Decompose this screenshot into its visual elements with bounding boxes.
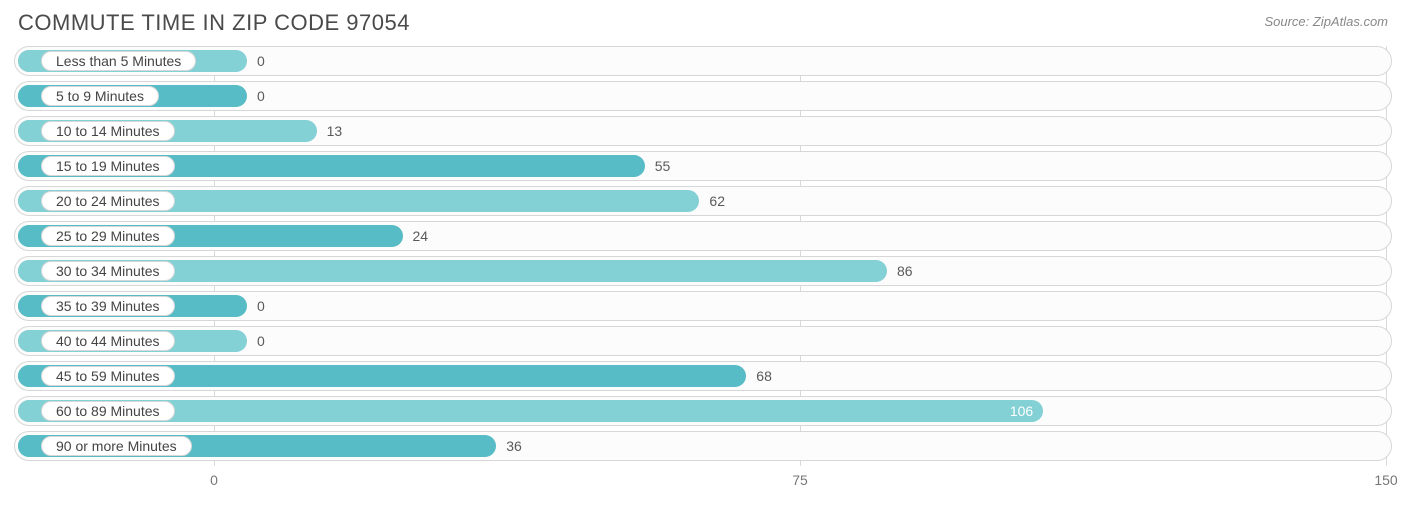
value-label: 24 xyxy=(403,222,439,250)
value-label: 86 xyxy=(887,257,923,285)
value-label: 0 xyxy=(247,47,275,75)
value-label: 55 xyxy=(645,152,681,180)
bar-cap xyxy=(18,365,40,387)
category-pill: 40 to 44 Minutes xyxy=(41,331,175,351)
bar-row: 45 to 59 Minutes 68 xyxy=(14,361,1392,391)
bar-cap xyxy=(18,260,40,282)
category-pill: 25 to 29 Minutes xyxy=(41,226,175,246)
axis-tick: 150 xyxy=(1374,472,1397,488)
value-label: 0 xyxy=(247,327,275,355)
axis-tick: 0 xyxy=(210,472,218,488)
category-pill: Less than 5 Minutes xyxy=(41,51,196,71)
bar-row: 15 to 19 Minutes 55 xyxy=(14,151,1392,181)
bar-row: 60 to 89 Minutes106 xyxy=(14,396,1392,426)
value-label: 0 xyxy=(247,292,275,320)
category-pill: 5 to 9 Minutes xyxy=(41,86,159,106)
category-pill: 15 to 19 Minutes xyxy=(41,156,175,176)
bar-row: 40 to 44 Minutes 0 xyxy=(14,326,1392,356)
category-pill: 90 or more Minutes xyxy=(41,436,192,456)
category-pill: 10 to 14 Minutes xyxy=(41,121,175,141)
category-pill: 45 to 59 Minutes xyxy=(41,366,175,386)
bar-cap xyxy=(18,435,40,457)
chart-header: COMMUTE TIME IN ZIP CODE 97054 Source: Z… xyxy=(0,0,1406,42)
axis-tick: 75 xyxy=(792,472,808,488)
chart-source: Source: ZipAtlas.com xyxy=(1264,10,1388,29)
bar-row: 25 to 29 Minutes 24 xyxy=(14,221,1392,251)
bar-cap xyxy=(18,85,40,107)
chart-title: COMMUTE TIME IN ZIP CODE 97054 xyxy=(18,10,410,36)
bar-cap xyxy=(18,120,40,142)
value-label: 13 xyxy=(317,117,353,145)
chart-area: Less than 5 Minutes 0 5 to 9 Minutes 0 10 to… xyxy=(0,42,1406,466)
bar-row: 90 or more Minutes 36 xyxy=(14,431,1392,461)
bar-row: 10 to 14 Minutes 13 xyxy=(14,116,1392,146)
bar-cap xyxy=(18,295,40,317)
value-label: 106 xyxy=(15,397,1043,425)
bar-row: Less than 5 Minutes 0 xyxy=(14,46,1392,76)
value-label: 62 xyxy=(699,187,735,215)
bar-cap xyxy=(18,190,40,212)
bar-cap xyxy=(18,50,40,72)
value-label: 0 xyxy=(247,82,275,110)
bar-cap xyxy=(18,225,40,247)
x-axis: 075150 xyxy=(14,468,1392,494)
bar-row: 5 to 9 Minutes 0 xyxy=(14,81,1392,111)
value-label: 36 xyxy=(496,432,532,460)
value-label: 68 xyxy=(746,362,782,390)
category-pill: 35 to 39 Minutes xyxy=(41,296,175,316)
bar-row: 30 to 34 Minutes 86 xyxy=(14,256,1392,286)
category-pill: 20 to 24 Minutes xyxy=(41,191,175,211)
chart-rows: Less than 5 Minutes 0 5 to 9 Minutes 0 10 to… xyxy=(14,46,1392,466)
bar-row: 20 to 24 Minutes 62 xyxy=(14,186,1392,216)
category-pill: 30 to 34 Minutes xyxy=(41,261,175,281)
bar-row: 35 to 39 Minutes 0 xyxy=(14,291,1392,321)
bar-cap xyxy=(18,155,40,177)
bar-cap xyxy=(18,330,40,352)
